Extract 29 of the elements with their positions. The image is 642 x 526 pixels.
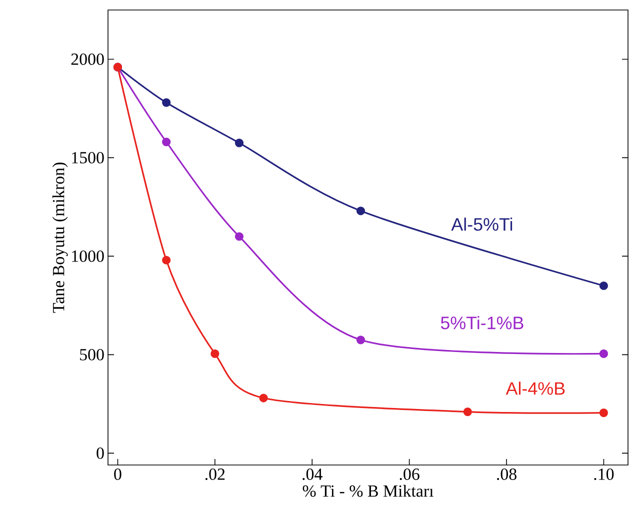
- y-axis-title: Tane Boyutu (mikron): [52, 162, 68, 313]
- y-tick-label: 1500: [72, 152, 104, 164]
- point: [356, 336, 366, 344]
- y-tick-label: 0: [96, 447, 104, 459]
- y-tick-label: 1000: [72, 250, 104, 262]
- series-label: Al-4%B: [506, 382, 565, 395]
- point: [162, 98, 171, 107]
- point: [162, 138, 171, 146]
- x-tick-label: .10: [594, 468, 614, 480]
- x-tick-label: .06: [400, 468, 420, 480]
- series-label: Al-5%Ti: [451, 218, 512, 231]
- point: [599, 349, 608, 358]
- series-label: 5%Ti-1%B: [440, 316, 524, 330]
- point: [599, 408, 608, 418]
- point: [234, 232, 244, 241]
- point: [210, 349, 220, 358]
- point: [599, 281, 608, 290]
- point: [259, 394, 268, 402]
- y-tick-label: 500: [80, 348, 104, 360]
- x-tick-label: .08: [497, 468, 516, 480]
- point: [463, 408, 472, 416]
- point: [356, 206, 366, 216]
- point: [234, 138, 244, 148]
- x-tick-label: 0: [114, 468, 122, 480]
- x-tick-label: .04: [302, 468, 322, 480]
- y-tick-label: 2000: [71, 54, 104, 65]
- x-axis-title: % Ti - % B Miktarı: [302, 484, 434, 497]
- x-tick-label: .02: [205, 468, 225, 480]
- point: [162, 256, 171, 264]
